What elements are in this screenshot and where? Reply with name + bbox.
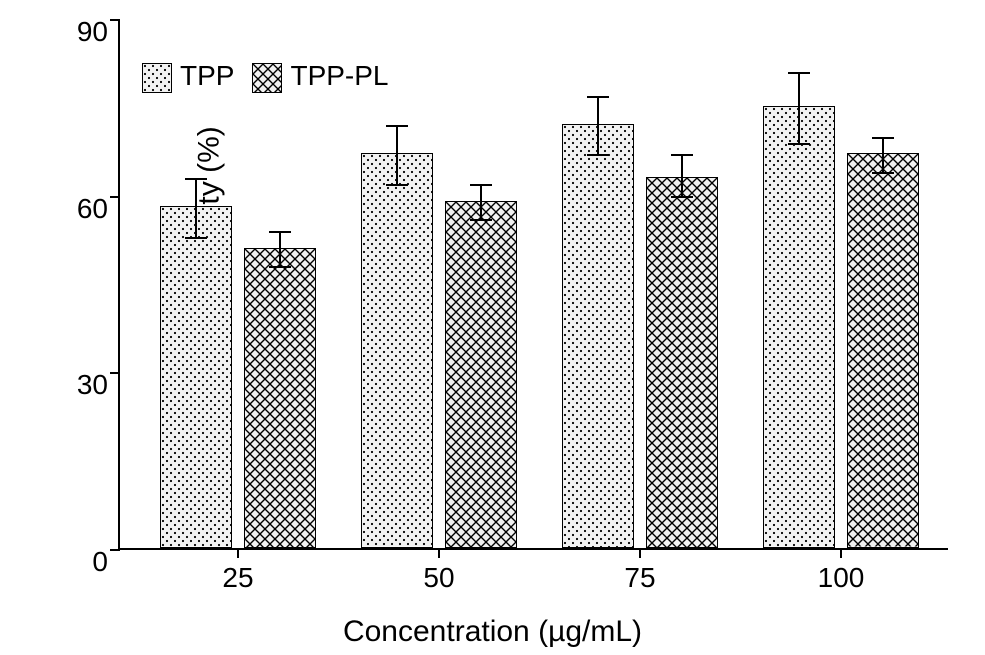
y-tick-label: 90: [64, 16, 108, 48]
error-cap: [671, 196, 693, 198]
y-tick-label: 30: [64, 369, 108, 401]
bar-tpp: [361, 153, 433, 548]
error-cap: [185, 178, 207, 180]
error-cap: [269, 231, 291, 233]
error-cap: [269, 266, 291, 268]
x-tick-label: 50: [423, 562, 454, 594]
y-tick-mark: [110, 549, 120, 551]
error-bar: [681, 155, 683, 196]
error-cap: [470, 219, 492, 221]
legend-item: TPP: [142, 60, 234, 93]
error-bar: [396, 126, 398, 185]
chart-container: DPPH Scavenging activity (%) Concentrati…: [0, 0, 985, 655]
error-cap: [872, 172, 894, 174]
error-cap: [671, 154, 693, 156]
error-cap: [587, 96, 609, 98]
x-tick-label: 75: [624, 562, 655, 594]
x-axis-title: Concentration (µg/mL): [343, 615, 642, 649]
x-tick-mark: [237, 548, 239, 558]
y-tick-mark: [110, 372, 120, 374]
y-tick-label: 0: [64, 546, 108, 578]
legend-label: TPP-PL: [290, 60, 388, 91]
bar-tpp-pl: [847, 153, 919, 548]
bar-tpp: [160, 206, 232, 548]
error-cap: [587, 154, 609, 156]
error-bar: [480, 185, 482, 220]
bar-tpp-pl: [646, 177, 718, 548]
x-tick-mark: [438, 548, 440, 558]
bar-tpp: [562, 124, 634, 548]
error-bar: [597, 97, 599, 156]
y-tick-label: 60: [64, 193, 108, 225]
error-cap: [386, 184, 408, 186]
x-tick-mark: [840, 548, 842, 558]
y-tick-mark: [110, 19, 120, 21]
error-bar: [882, 138, 884, 173]
bar-tpp: [763, 106, 835, 548]
legend-label: TPP: [180, 60, 234, 91]
bar-tpp-pl: [445, 201, 517, 548]
error-cap: [386, 125, 408, 127]
x-tick-label: 100: [818, 562, 865, 594]
x-tick-label: 25: [222, 562, 253, 594]
error-bar: [195, 179, 197, 238]
error-cap: [872, 137, 894, 139]
y-tick-mark: [110, 196, 120, 198]
error-cap: [185, 237, 207, 239]
error-bar: [279, 232, 281, 267]
legend-item: TPP-PL: [252, 60, 388, 93]
error-cap: [470, 184, 492, 186]
error-cap: [788, 72, 810, 74]
plot-area: TPPTPP-PL 0306090255075100: [118, 20, 948, 550]
legend-swatch: [252, 63, 282, 93]
legend: TPP TPP-PL: [142, 60, 389, 93]
legend-swatch: [142, 63, 172, 93]
error-cap: [788, 143, 810, 145]
error-bar: [798, 73, 800, 144]
x-tick-mark: [639, 548, 641, 558]
bar-tpp-pl: [244, 248, 316, 548]
